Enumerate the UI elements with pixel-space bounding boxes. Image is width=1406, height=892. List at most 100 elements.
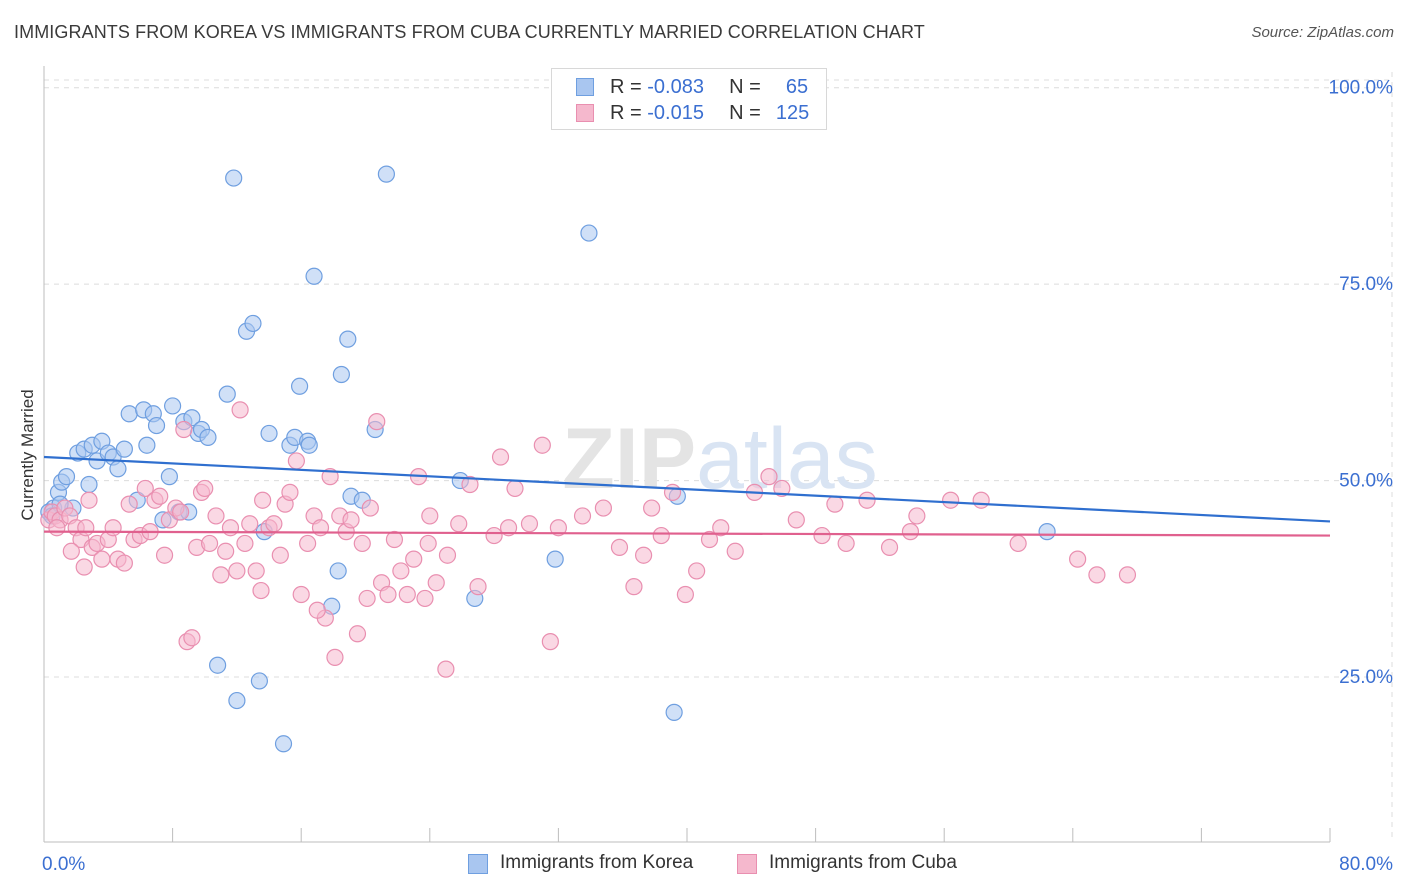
cuba-point [700, 530, 719, 549]
cuba-point [499, 519, 518, 537]
cuba-point [438, 546, 457, 564]
korea-point [305, 267, 323, 285]
cuba-point [634, 546, 653, 564]
cuba-point [175, 420, 193, 439]
cuba-point [207, 507, 225, 525]
cuba-point [469, 578, 487, 596]
cuba-point [549, 519, 568, 537]
chart-title: IMMIGRANTS FROM KOREA VS IMMIGRANTS FROM… [14, 22, 925, 42]
cuba-point [151, 487, 169, 505]
cuba-point [77, 519, 95, 537]
watermark-text: ZIPatlas [562, 411, 877, 507]
cuba-point [901, 523, 920, 541]
korea-point [209, 656, 227, 674]
cuba-point [358, 589, 376, 608]
cuba-point [427, 574, 445, 592]
korea-point [225, 169, 243, 187]
cuba-point [308, 601, 326, 619]
cuba-point [252, 581, 270, 600]
y-tick-label: 50.0% [1339, 471, 1393, 492]
cuba-point [247, 562, 265, 580]
cuba-point [942, 491, 960, 509]
cuba-point [787, 511, 805, 529]
cuba-point [398, 585, 416, 604]
cuba-point [773, 479, 791, 498]
korea-swatch [576, 78, 594, 96]
cuba-point [837, 534, 855, 553]
cuba-point [75, 558, 93, 576]
korea-point [80, 475, 98, 494]
cuba-point [136, 479, 154, 498]
legend-korea-swatch [468, 854, 488, 874]
cuba-point [115, 554, 133, 572]
korea-point [115, 440, 133, 458]
korea-point [250, 672, 269, 690]
cuba-swatch [576, 104, 594, 122]
cuba-point [712, 519, 730, 537]
cuba-point [265, 515, 283, 533]
cuba-point [80, 491, 98, 509]
cuba-point [506, 479, 524, 498]
cuba-point [48, 519, 66, 537]
cuba-point [972, 491, 990, 509]
korea-point [580, 224, 598, 242]
cuba-point [321, 468, 339, 486]
korea-point [183, 409, 201, 427]
y-tick-label: 75.0% [1339, 274, 1393, 295]
cuba-point [419, 534, 437, 553]
korea-point [290, 377, 309, 395]
korea-point [138, 436, 156, 454]
cuba-point [450, 515, 468, 533]
legend-cuba-swatch [737, 854, 757, 874]
cuba-point [287, 452, 305, 470]
cuba-n-label: N = [729, 102, 761, 124]
korea-n-value: 65 [785, 76, 809, 98]
cuba-point [491, 448, 510, 466]
trend-lines [43, 455, 1331, 537]
cuba-point [1069, 550, 1087, 568]
cuba-point [299, 534, 317, 553]
cuba-point [120, 495, 138, 513]
cuba-point [326, 648, 344, 666]
cuba-point [231, 401, 249, 419]
korea-point [329, 562, 347, 580]
cuba-point [858, 491, 876, 509]
cuba-point [421, 507, 439, 525]
korea-n-label: N = [729, 76, 761, 98]
cuba-point [392, 562, 410, 580]
cuba-point [155, 546, 174, 564]
cuba-point [212, 566, 230, 584]
korea-point [1038, 523, 1056, 541]
cuba-r-value: -0.015 [647, 102, 704, 124]
cuba-point [348, 625, 367, 643]
cuba-point [676, 585, 694, 604]
cuba-r-label: R = [610, 102, 642, 124]
cuba-point [880, 538, 899, 556]
cuba-point [652, 526, 670, 545]
cuba-point [196, 479, 214, 498]
cuba-point [461, 475, 479, 494]
korea-point [339, 330, 357, 348]
korea-point [377, 165, 395, 183]
cuba-point [610, 538, 629, 556]
cuba-point [342, 511, 360, 529]
korea-point [665, 703, 683, 721]
chart-source: Source: ZipAtlas.com [1251, 24, 1394, 41]
korea-point [228, 691, 246, 710]
cuba-point [573, 507, 592, 525]
stats-box: R = -0.083 N = 65 R = -0.015 N = 125 [551, 68, 827, 130]
cuba-point [485, 526, 503, 545]
cuba-point [385, 530, 404, 549]
cuba-point [379, 585, 397, 604]
cuba-point [663, 483, 682, 501]
cuba-point [826, 495, 844, 513]
cuba-point [104, 519, 122, 537]
watermark: ZIPatlas [562, 411, 877, 507]
cuba-point [292, 585, 310, 604]
cuba-trend-line [43, 530, 1331, 537]
tick-labels: 25.0% 50.0% 75.0% 100.0% 0.0% 80.0% [42, 78, 1393, 875]
y-tick-label: 100.0% [1329, 78, 1394, 99]
korea-point [57, 468, 76, 486]
korea-point [109, 460, 127, 478]
